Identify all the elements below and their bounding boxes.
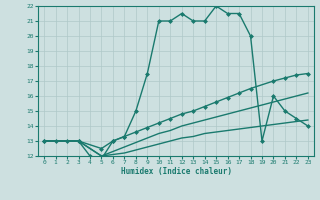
X-axis label: Humidex (Indice chaleur): Humidex (Indice chaleur) xyxy=(121,167,231,176)
